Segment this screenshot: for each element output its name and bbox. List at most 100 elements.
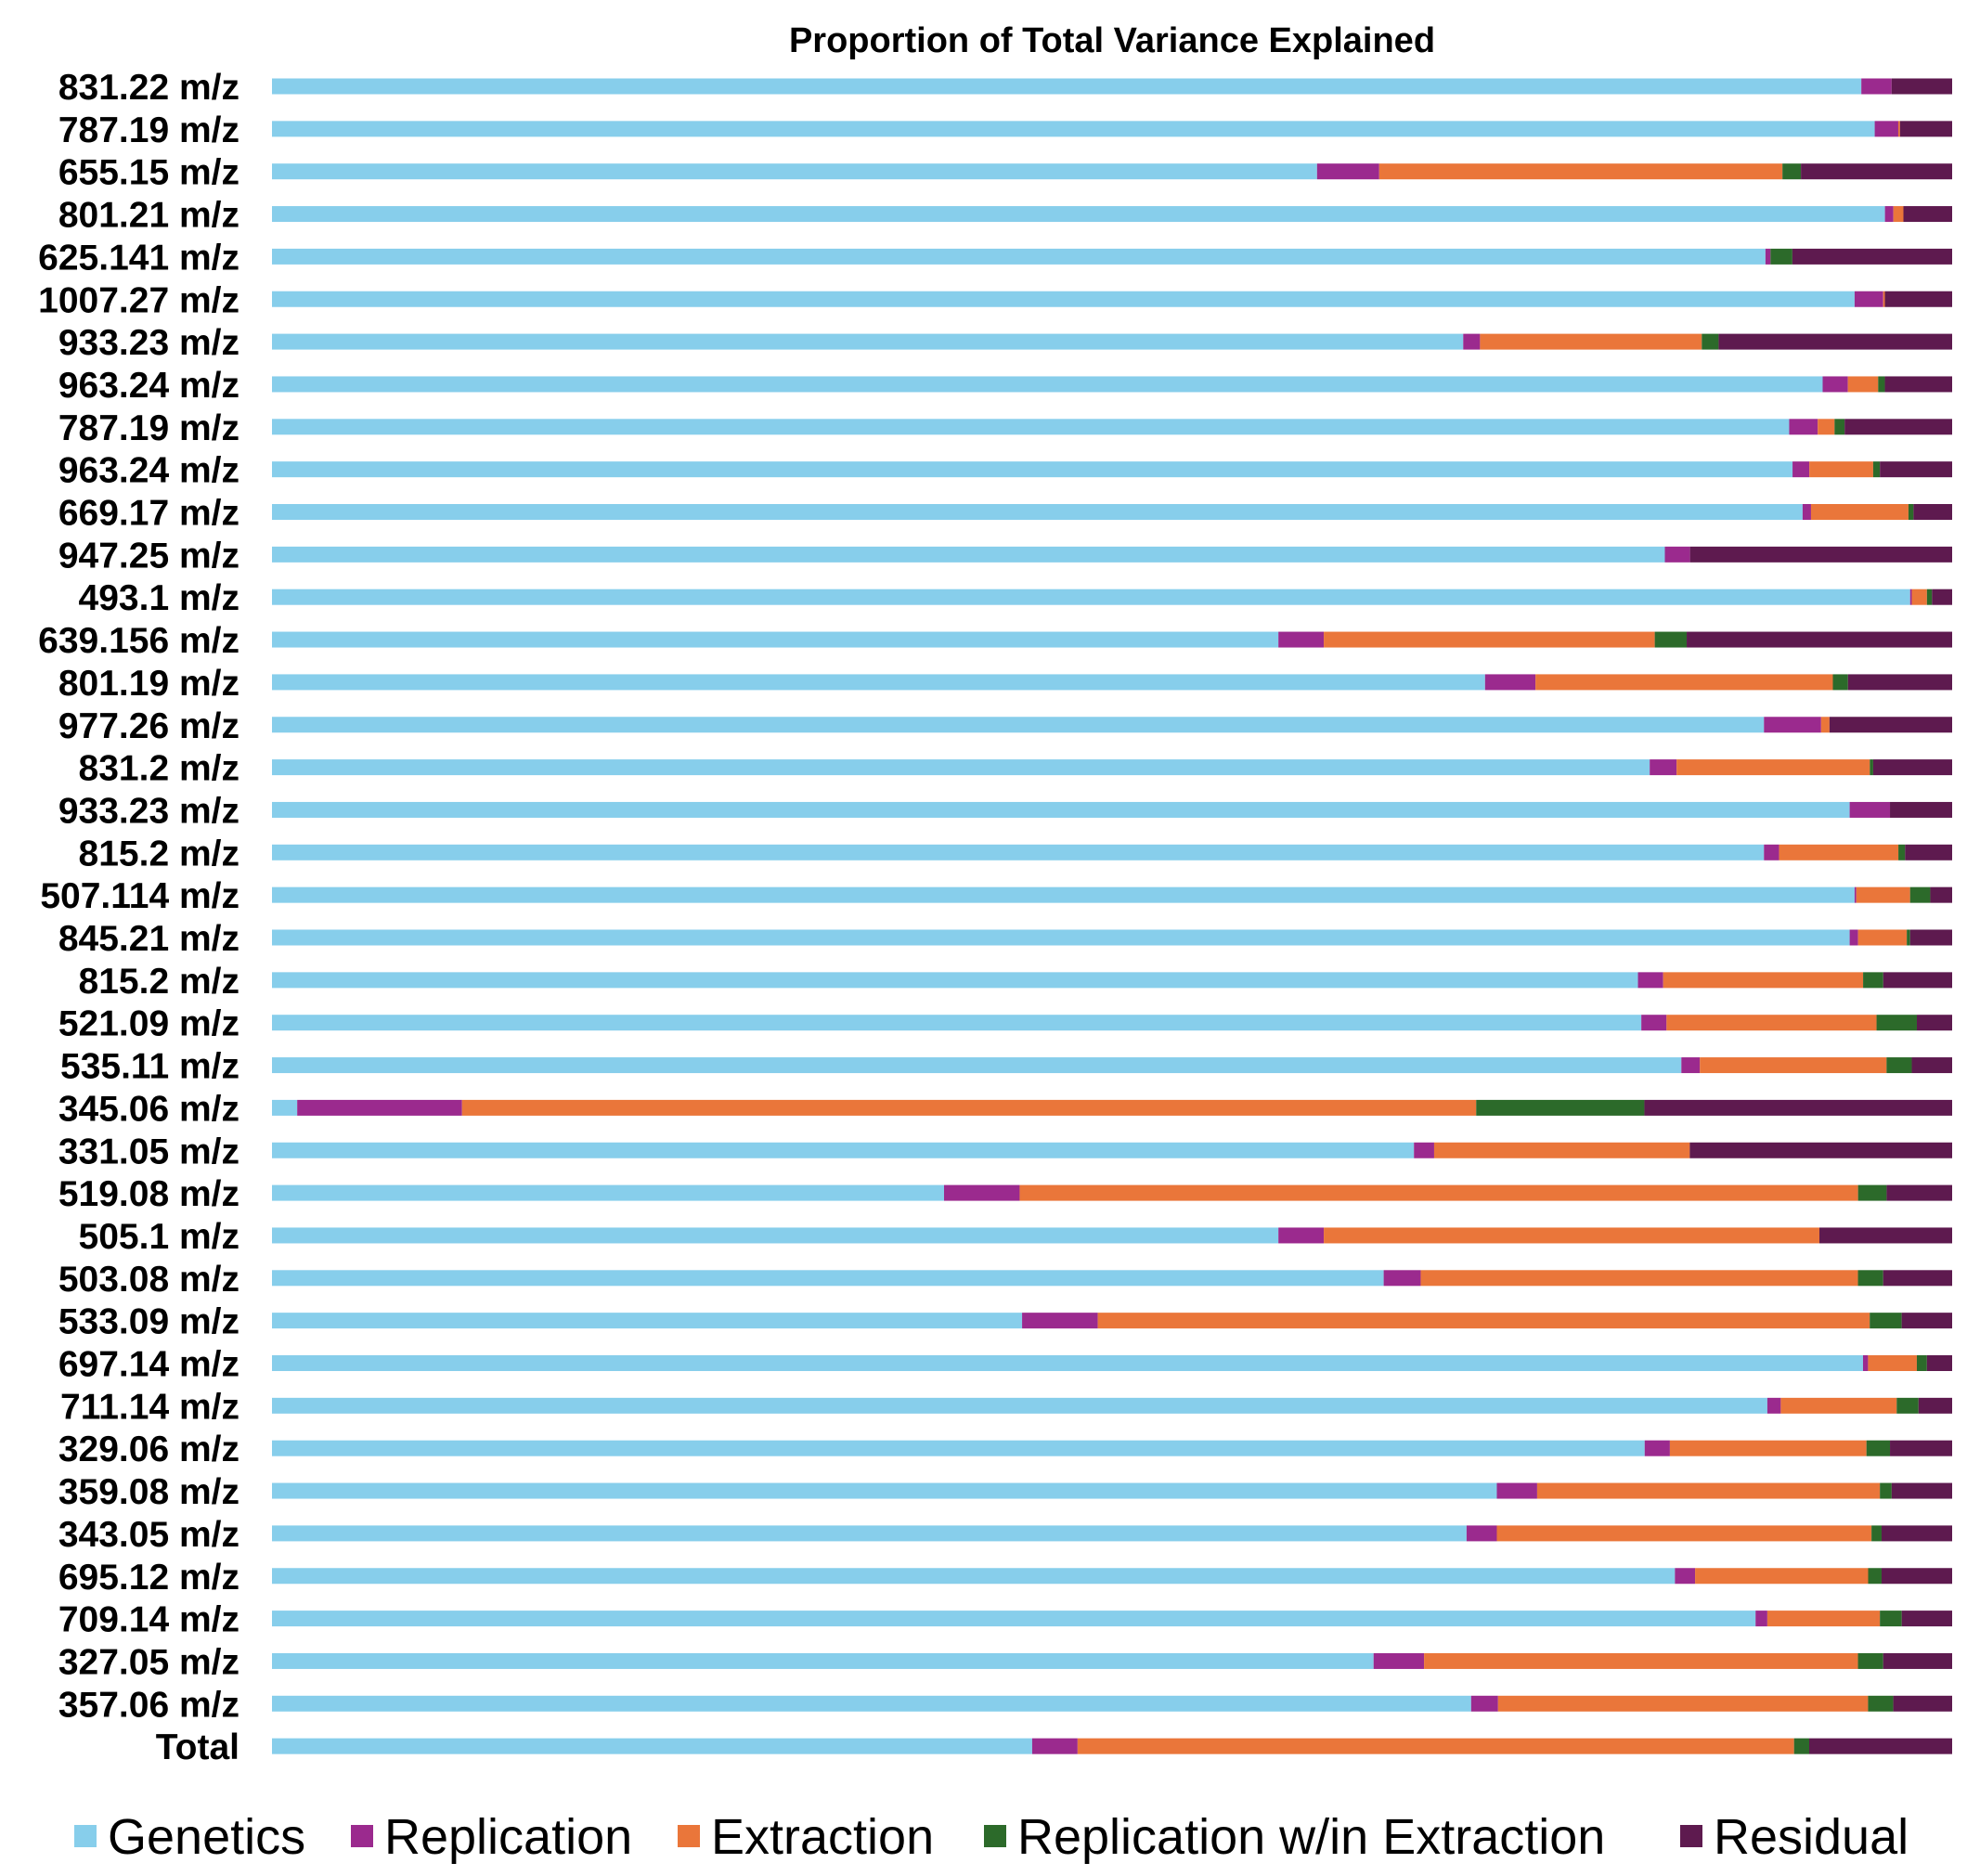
bar-segment-replication-w-in-extraction (1907, 929, 1910, 946)
bar-segment-genetics (272, 121, 1875, 137)
bar-segment-residual (1891, 1482, 1952, 1499)
bar-segment-residual (1890, 801, 1952, 818)
bar-segment-replication-w-in-extraction (1782, 163, 1802, 180)
bar-segment-replication (1650, 759, 1677, 776)
bar-segment-replication (1849, 801, 1891, 818)
bar-segment-extraction (1535, 674, 1833, 691)
bar-segment-replication-w-in-extraction (1863, 972, 1883, 989)
y-tick-label: 503.08 m/z (58, 1260, 239, 1300)
y-tick-label: 697.14 m/z (58, 1345, 239, 1385)
y-tick-label: 507.114 m/z (40, 876, 239, 916)
bar-segment-replication (1861, 78, 1892, 95)
bar-segment-extraction (1663, 972, 1864, 989)
bar-segment-residual (1644, 1099, 1952, 1116)
legend-label: Genetics (108, 1809, 305, 1865)
bar-segment-genetics (272, 1313, 1023, 1329)
bar-segment-replication-w-in-extraction (1476, 1099, 1645, 1116)
bar-segment-extraction (1857, 929, 1908, 946)
bar-segment-extraction (1324, 1227, 1820, 1244)
bar-segment-residual (1883, 1270, 1952, 1287)
bar-segment-replication-w-in-extraction (1908, 504, 1914, 520)
bar-segment-replication-w-in-extraction (1880, 1611, 1902, 1627)
bar-segment-genetics (272, 1525, 1467, 1542)
legend-item-replication: Replication (351, 1809, 632, 1865)
bar-segment-extraction (1019, 1184, 1858, 1201)
bar-segment-residual (1916, 1015, 1952, 1031)
y-tick-label: 357.06 m/z (58, 1685, 239, 1725)
bar-segment-residual (1884, 291, 1952, 307)
bar-segment-genetics (272, 1738, 1032, 1754)
y-tick-label: 831.2 m/z (79, 749, 239, 789)
bar-segment-residual (1926, 1355, 1952, 1371)
bar-segment-genetics (272, 1440, 1645, 1456)
bar-segment-extraction (1480, 333, 1702, 350)
legend-item-residual: Residual (1680, 1809, 1909, 1865)
bar-segment-extraction (1666, 1015, 1877, 1031)
bar-segment-replication-w-in-extraction (1832, 674, 1848, 691)
y-tick-label: Total (156, 1727, 239, 1767)
bar-segment-replication (1849, 929, 1858, 946)
bar-segment-residual (1883, 972, 1952, 989)
bar-segment-replication-w-in-extraction (1793, 1738, 1809, 1754)
bar-segment-extraction (1324, 631, 1655, 648)
bar-segment-residual (1808, 1738, 1952, 1754)
y-tick-label: 639.156 m/z (38, 621, 239, 661)
bar-segment-replication-w-in-extraction (1898, 844, 1906, 860)
bar-segment-replication (1792, 461, 1810, 478)
bar-segment-genetics (272, 589, 1910, 605)
bar-segment-extraction (1676, 759, 1870, 776)
bar-segment-genetics (272, 248, 1766, 265)
legend-label: Replication w/in Extraction (1017, 1809, 1605, 1865)
bar-segment-genetics (272, 1099, 298, 1116)
bar-segment-extraction (1820, 717, 1830, 733)
bar-segment-genetics (272, 1142, 1415, 1158)
bar-segment-replication-w-in-extraction (1878, 376, 1885, 393)
y-tick-label: 519.08 m/z (58, 1174, 239, 1214)
y-tick-label: 711.14 m/z (60, 1387, 239, 1427)
bar-segment-replication (1755, 1611, 1767, 1627)
bar-segment-extraction (1669, 1440, 1867, 1456)
bar-segment-replication-w-in-extraction (1872, 461, 1881, 478)
y-tick-label: 331.05 m/z (58, 1132, 239, 1171)
bar-segment-extraction (1883, 291, 1885, 307)
legend: Genetics Replication Extraction Replication… (74, 1809, 1909, 1865)
bar-segment-extraction (1695, 1568, 1869, 1585)
bar-segment-genetics (272, 717, 1765, 733)
bar-segment-replication-w-in-extraction (1834, 419, 1845, 435)
bar-segment-extraction (1847, 376, 1879, 393)
bar-segment-genetics (272, 461, 1793, 478)
y-tick-label: 815.2 m/z (79, 834, 239, 873)
bar-segment-replication (1383, 1270, 1421, 1287)
bar-segment-extraction (461, 1099, 1477, 1116)
bar-segment-extraction (1868, 1355, 1917, 1371)
bar-segment-residual (1909, 929, 1952, 946)
bar-segment-extraction (1420, 1270, 1858, 1287)
bar-segment-extraction (1893, 206, 1904, 223)
bar-segment-replication-w-in-extraction (1868, 1695, 1894, 1712)
y-tick-label: 831.22 m/z (58, 68, 239, 108)
y-tick-label: 521.09 m/z (58, 1004, 239, 1044)
bar-segment-replication (1766, 1397, 1781, 1414)
legend-swatch (984, 1825, 1006, 1847)
bar-segment-genetics (272, 78, 1862, 95)
bar-segment-replication (1909, 589, 1912, 605)
chart-title: Proportion of Total Variance Explained (789, 21, 1435, 60)
bar-segment-extraction (1897, 121, 1900, 137)
bar-segment-replication-w-in-extraction (1857, 1184, 1887, 1201)
bar-segment-residual (1899, 121, 1952, 137)
bar-segment-genetics (272, 1184, 944, 1201)
bar-segment-residual (1689, 1142, 1952, 1158)
legend-label: Extraction (711, 1809, 934, 1865)
bar-segment-residual (1918, 1397, 1952, 1414)
y-tick-label: 329.06 m/z (58, 1430, 239, 1469)
bar-segment-residual (1880, 461, 1952, 478)
bar-segment-replication-w-in-extraction (1880, 1482, 1892, 1499)
y-tick-label: 947.25 m/z (58, 536, 239, 576)
y-tick-label: 815.2 m/z (79, 962, 239, 1002)
bar-segment-residual (1881, 1568, 1952, 1585)
legend-label: Residual (1714, 1809, 1909, 1865)
bar-segment-extraction (1496, 1525, 1872, 1542)
legend-item-extraction: Extraction (678, 1809, 934, 1865)
bar-segment-residual (1884, 376, 1952, 393)
